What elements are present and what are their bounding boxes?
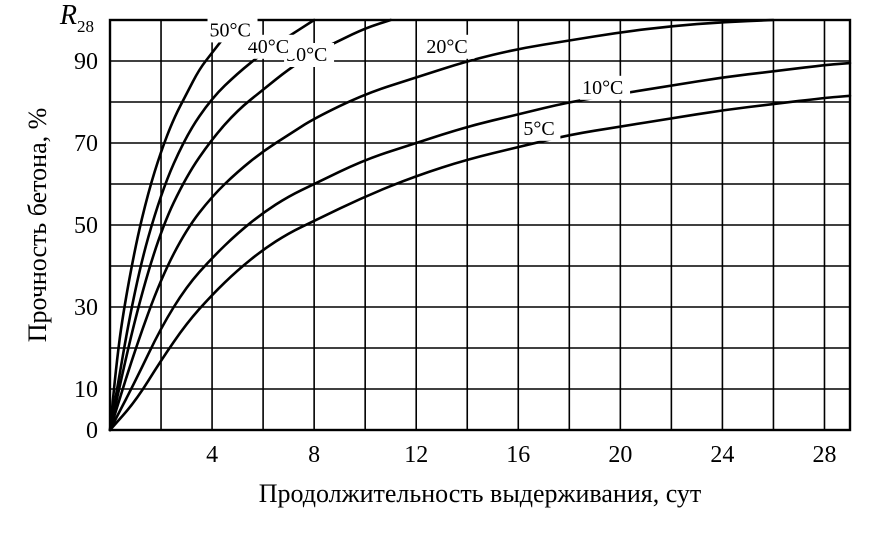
y-axis-title: Прочность бетона, % [23,108,52,343]
curve-label-5C: 5°C [523,118,554,140]
y-tick-label: 30 [74,295,98,321]
x-tick-label: 8 [308,442,320,468]
x-tick-label: 28 [812,442,836,468]
x-tick-label: 4 [206,442,218,468]
x-tick-label: 24 [710,442,734,468]
y-tick-label: 0 [86,418,98,444]
curve-label-20C: 20°C [426,36,467,58]
y-tick-label: 10 [74,377,98,403]
y-tick-label: 90 [74,49,98,75]
chart-svg: 5°C10°C20°C30°C40°C50°C48121620242801030… [0,0,871,548]
y-tick-label: 70 [74,131,98,157]
x-tick-label: 12 [404,442,428,468]
x-tick-label: 16 [506,442,530,468]
curve-label-50C: 50°C [210,19,251,41]
curve-label-10C: 10°C [582,77,623,99]
y-tick-label: 50 [74,213,98,239]
x-tick-label: 20 [608,442,632,468]
chart-container: 5°C10°C20°C30°C40°C50°C48121620242801030… [0,0,871,548]
x-axis-title: Продолжительность выдерживания, сут [259,479,702,508]
